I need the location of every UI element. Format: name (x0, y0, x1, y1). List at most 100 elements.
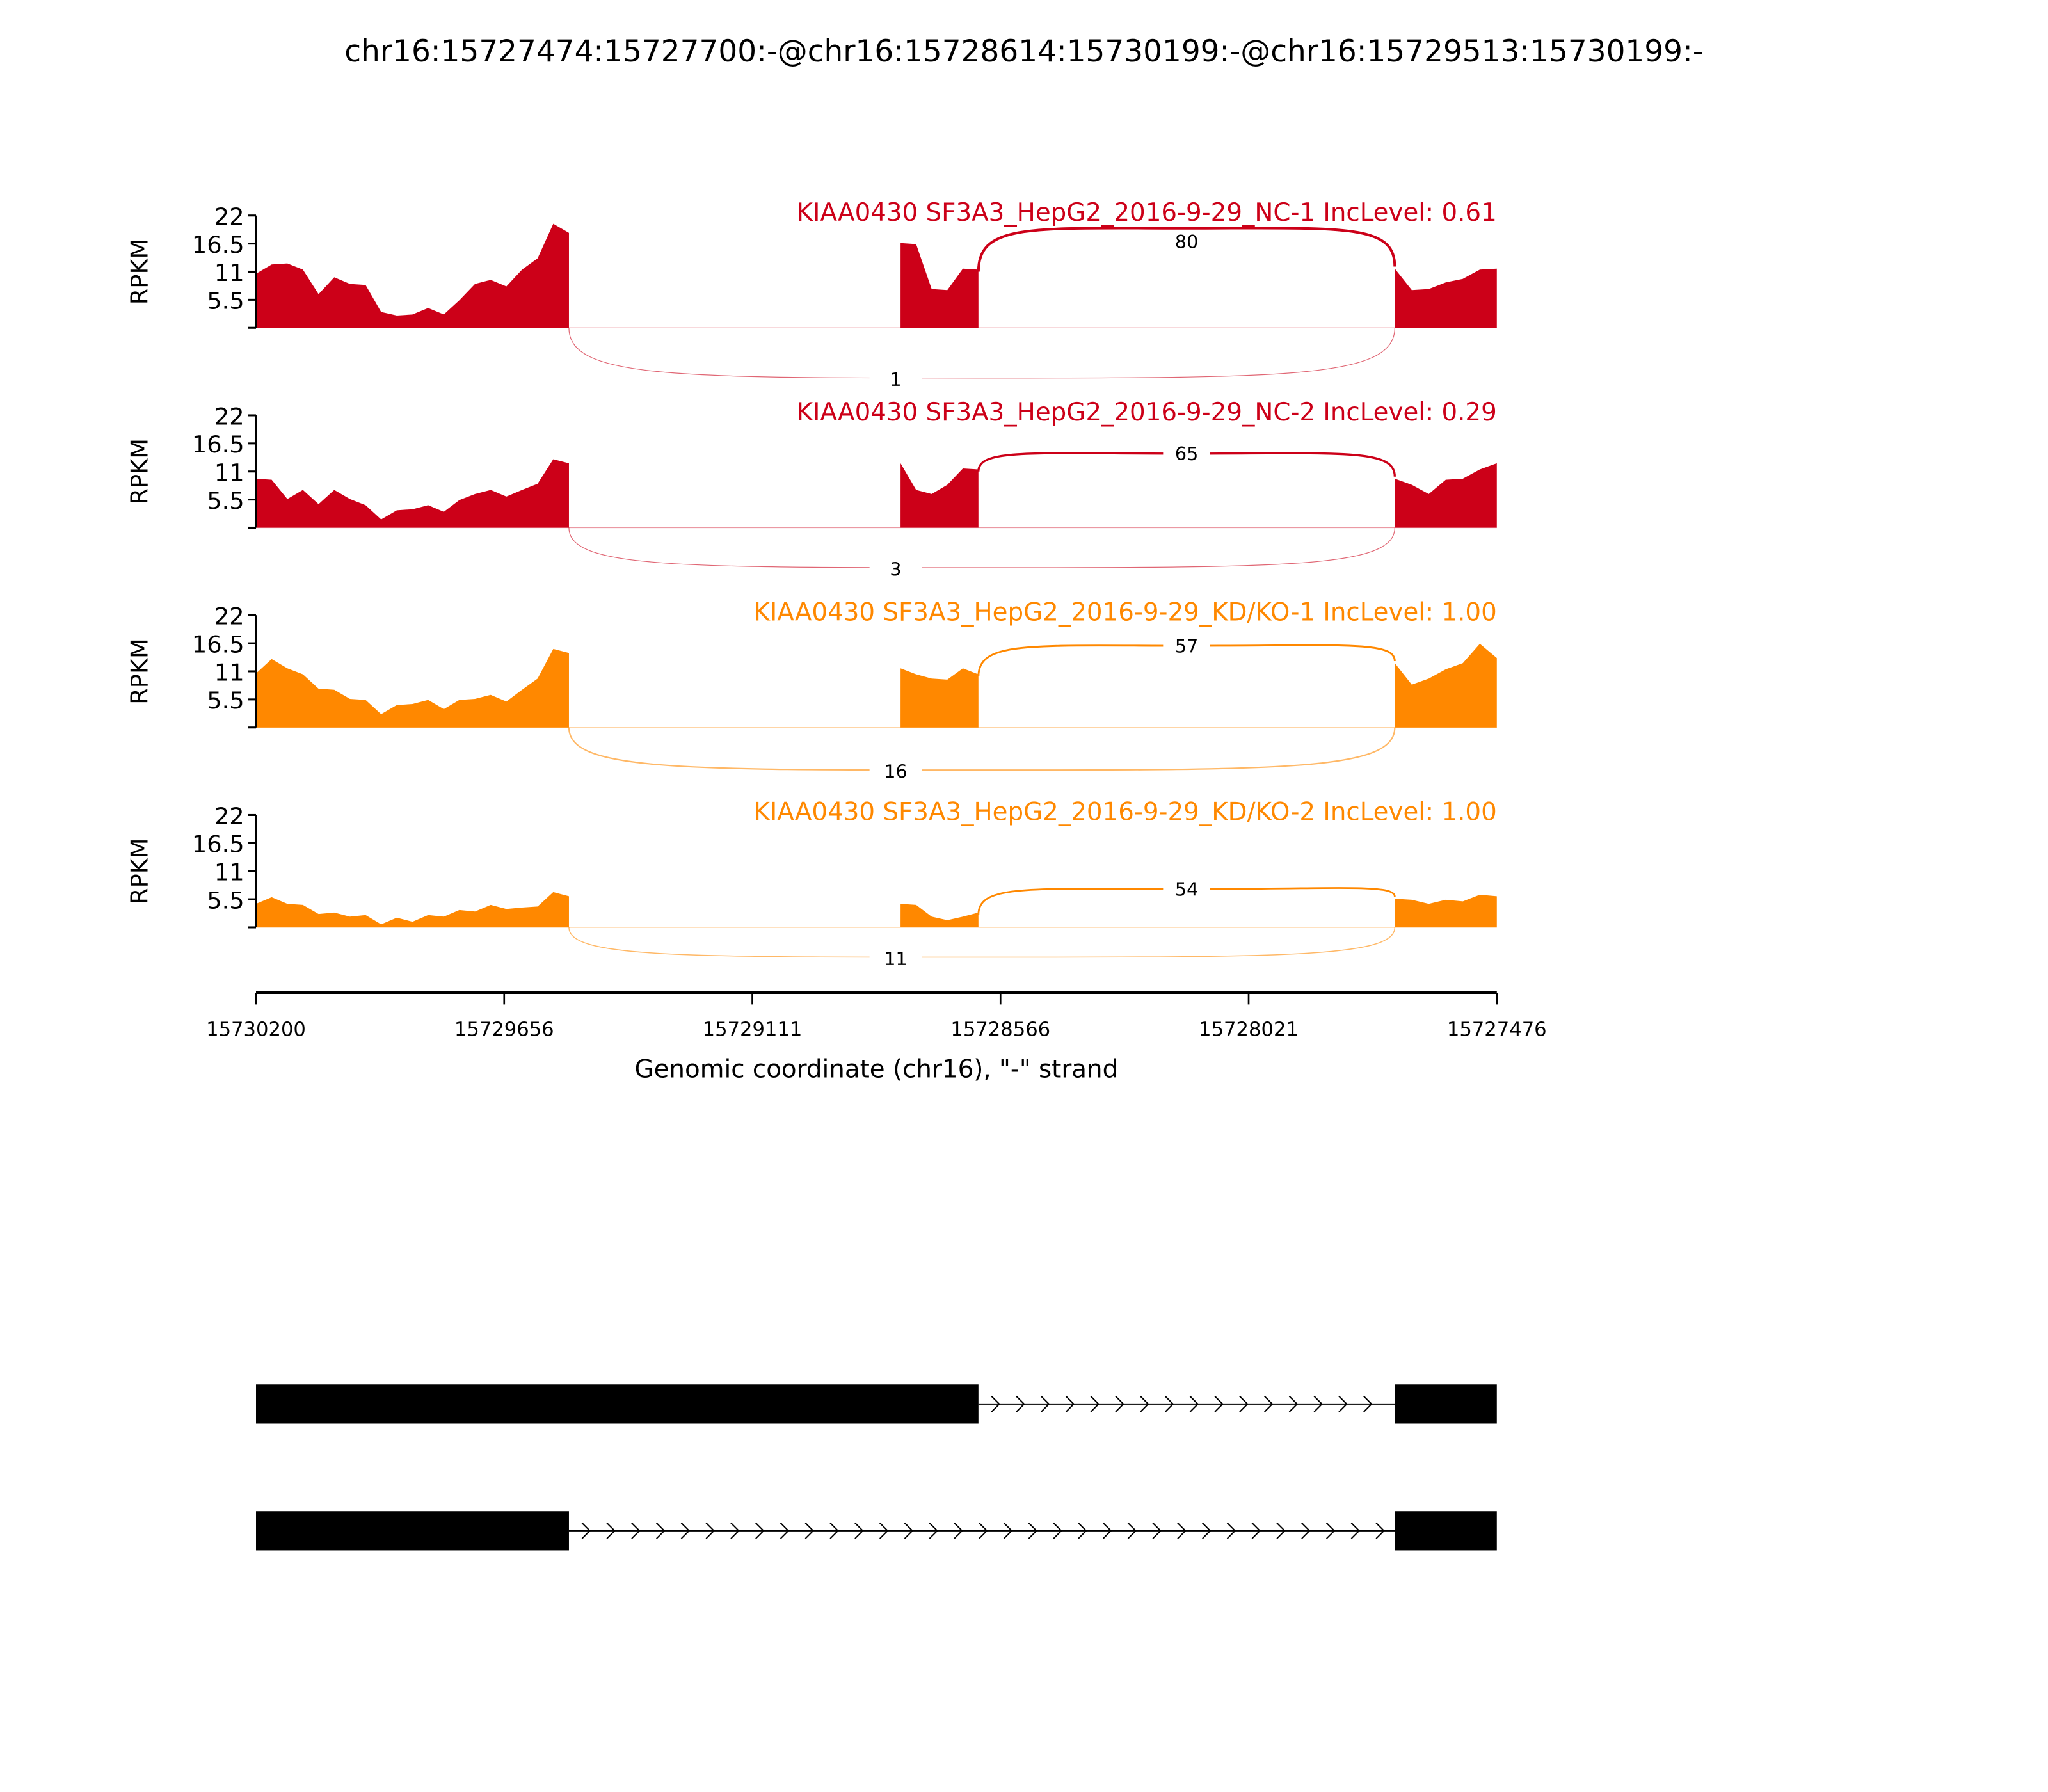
strand-arrow-icon (1053, 1522, 1062, 1539)
y-tick-label: 5.5 (207, 687, 244, 714)
x-tick-label: 15729111 (703, 1018, 803, 1041)
junction-label-bg (869, 947, 922, 969)
strand-arrow-icon (1189, 1395, 1199, 1412)
x-tick-label: 15730200 (206, 1018, 306, 1041)
coverage-exon-2 (900, 243, 979, 328)
coverage-exon-1 (256, 459, 569, 528)
strand-arrow-icon (1028, 1522, 1038, 1539)
coverage-exon-2 (900, 904, 979, 927)
strand-arrow-icon (780, 1522, 790, 1539)
x-tick-label: 15728566 (950, 1018, 1050, 1041)
strand-arrow-icon (1288, 1395, 1299, 1412)
strand-arrow-icon (1264, 1395, 1274, 1412)
x-axis: 15730200 15729656 15729111 15728566 15728021… (206, 991, 1547, 1041)
junction-label-bg (1163, 230, 1210, 252)
strand-arrow-icon (1115, 1395, 1124, 1412)
strand-arrow-icon (1152, 1522, 1162, 1539)
strand-arrow-icon (755, 1522, 765, 1539)
strand-arrow-icon (1226, 1522, 1236, 1539)
strand-arrow-icon (730, 1522, 740, 1539)
x-tick-label: 15729656 (454, 1018, 554, 1041)
panel-label: KIAA0430 SF3A3_HepG2_2016-9-29_NC-2 IncL… (797, 398, 1497, 427)
inclusion-junction-count: 80 (1175, 231, 1198, 253)
y-tick-label: 11 (214, 259, 244, 287)
strand-arrow-icon (929, 1522, 938, 1539)
strand-arrow-icon (1065, 1395, 1075, 1412)
strand-arrow-icon (680, 1522, 691, 1539)
skipping-junction-arc (568, 727, 1396, 771)
strand-arrow-icon (879, 1522, 889, 1539)
junction-label-bg (1163, 877, 1210, 900)
strand-arrow-icon (1090, 1395, 1100, 1412)
chart-title: chr16:15727474:15727700:-@chr16:15728614… (344, 34, 1703, 69)
strand-arrow-icon (804, 1522, 815, 1539)
strand-arrow-icon (1301, 1522, 1311, 1539)
skipping-junction-count: 11 (884, 948, 907, 970)
y-tick-label: 16.5 (192, 831, 244, 858)
strand-arrow-icon (606, 1522, 616, 1539)
y-tick-label: 11 (214, 659, 244, 686)
strand-arrow-icon (1003, 1522, 1013, 1539)
strand-arrow-icon (1313, 1395, 1323, 1412)
y-axis-label: RPKM (126, 239, 154, 305)
skipping-junction-count: 3 (890, 558, 901, 580)
y-axis-label: RPKM (126, 438, 154, 504)
panel-label: KIAA0430 SF3A3_HepG2_2016-9-29_KD/KO-2 I… (753, 798, 1496, 827)
junction-label-bg (1163, 634, 1210, 657)
y-tick-label: 22 (214, 203, 244, 230)
strand-arrow-icon (1140, 1395, 1149, 1412)
inclusion-junction-arc (977, 227, 1396, 272)
strand-arrow-icon (1102, 1522, 1112, 1539)
coverage-exon-3 (1395, 894, 1497, 927)
x-axis-label: Genomic coordinate (chr16), "-" strand (635, 1055, 1119, 1084)
coverage-exon-3 (1395, 463, 1497, 528)
panel-label: KIAA0430 SF3A3_HepG2_2016-9-29_NC-1 IncL… (797, 198, 1497, 227)
junction-label-bg (869, 557, 922, 580)
strand-arrow-icon (829, 1522, 839, 1539)
strand-arrow-icon (1164, 1395, 1174, 1412)
junction-label-bg (869, 759, 922, 782)
exon-block (256, 1384, 979, 1424)
exon-block (256, 1511, 569, 1551)
strand-arrow-icon (854, 1522, 864, 1539)
inclusion-junction-count: 54 (1175, 878, 1198, 900)
coverage-exon-1 (256, 223, 569, 328)
coverage-exon-2 (900, 668, 979, 728)
coverage-exon-3 (1395, 268, 1497, 328)
strand-arrow-icon (1016, 1395, 1025, 1412)
x-tick-label: 15727476 (1447, 1018, 1547, 1041)
strand-arrow-icon (1338, 1395, 1348, 1412)
strand-arrow-icon (1214, 1395, 1224, 1412)
gene-model-1 (256, 1384, 1497, 1424)
y-axis-label: RPKM (126, 638, 154, 704)
strand-arrow-icon (1325, 1522, 1336, 1539)
strand-arrow-icon (705, 1522, 715, 1539)
y-axis-label: RPKM (126, 838, 154, 904)
junction-label-bg (1163, 442, 1210, 465)
skipping-junction-arc (568, 527, 1395, 568)
strand-arrow-icon (1202, 1522, 1212, 1539)
strand-arrow-icon (954, 1522, 963, 1539)
strand-arrow-icon (1041, 1395, 1050, 1412)
strand-arrow-icon (979, 1522, 988, 1539)
strand-arrow-icon (1239, 1395, 1249, 1412)
strand-arrow-icon (1276, 1522, 1286, 1539)
y-tick-label: 16.5 (192, 231, 244, 259)
strand-arrow-icon (1078, 1522, 1087, 1539)
y-tick-label: 5.5 (207, 487, 244, 515)
skipping-junction-count: 16 (884, 760, 907, 782)
skipping-junction-arc (568, 927, 1396, 958)
junction-label-bg (869, 367, 922, 390)
panel-label: KIAA0430 SF3A3_HepG2_2016-9-29_KD/KO-1 I… (753, 598, 1496, 627)
strand-arrow-icon (1251, 1522, 1261, 1539)
y-tick-label: 11 (214, 459, 244, 486)
strand-arrow-icon (581, 1522, 591, 1539)
skipping-junction-arc (568, 328, 1395, 379)
coverage-exon-1 (256, 648, 569, 728)
coverage-exon-2 (900, 463, 979, 528)
y-tick-label: 5.5 (207, 287, 244, 315)
